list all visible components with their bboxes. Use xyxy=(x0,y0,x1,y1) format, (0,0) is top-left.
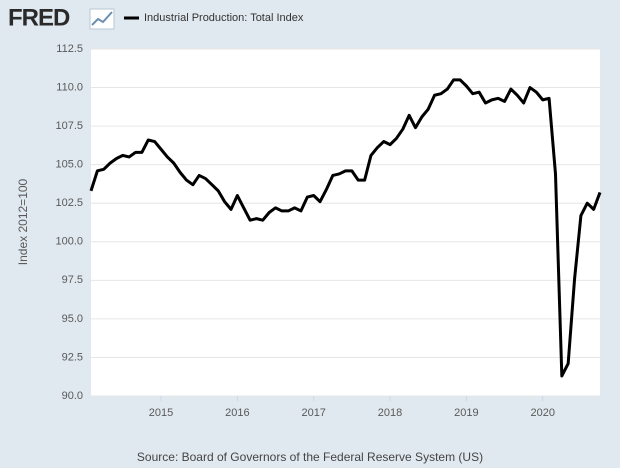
x-tick-label: 2018 xyxy=(378,407,402,419)
y-tick-label: 92.5 xyxy=(62,351,83,363)
y-tick-label: 107.5 xyxy=(55,120,83,132)
plot-area xyxy=(91,49,600,396)
x-tick-label: 2019 xyxy=(454,407,478,419)
y-tick-label: 112.5 xyxy=(56,43,83,55)
logo-icon xyxy=(89,8,115,30)
y-tick-label: 105.0 xyxy=(55,159,83,171)
line xyxy=(89,78,602,378)
y-tick-label: 95.0 xyxy=(62,313,83,325)
y-tick-label: 110.0 xyxy=(56,81,83,93)
x-tick-label: 2016 xyxy=(225,407,249,419)
x-tick-label: 2015 xyxy=(149,407,173,419)
y-axis-label: Index 2012=100 xyxy=(16,178,30,265)
y-tick-label: 97.5 xyxy=(62,274,83,286)
source: Source: Board of Governors of the Federa… xyxy=(137,450,483,464)
y-tick-label: 100.0 xyxy=(55,236,83,248)
logo: FRED xyxy=(8,4,70,31)
x-tick-label: 2017 xyxy=(301,407,325,419)
y-tick-label: 90.0 xyxy=(62,390,83,402)
x-tick-label: 2020 xyxy=(530,407,554,419)
legend-label: Industrial Production: Total Index xyxy=(144,12,304,24)
y-tick-label: 102.5 xyxy=(55,197,83,209)
